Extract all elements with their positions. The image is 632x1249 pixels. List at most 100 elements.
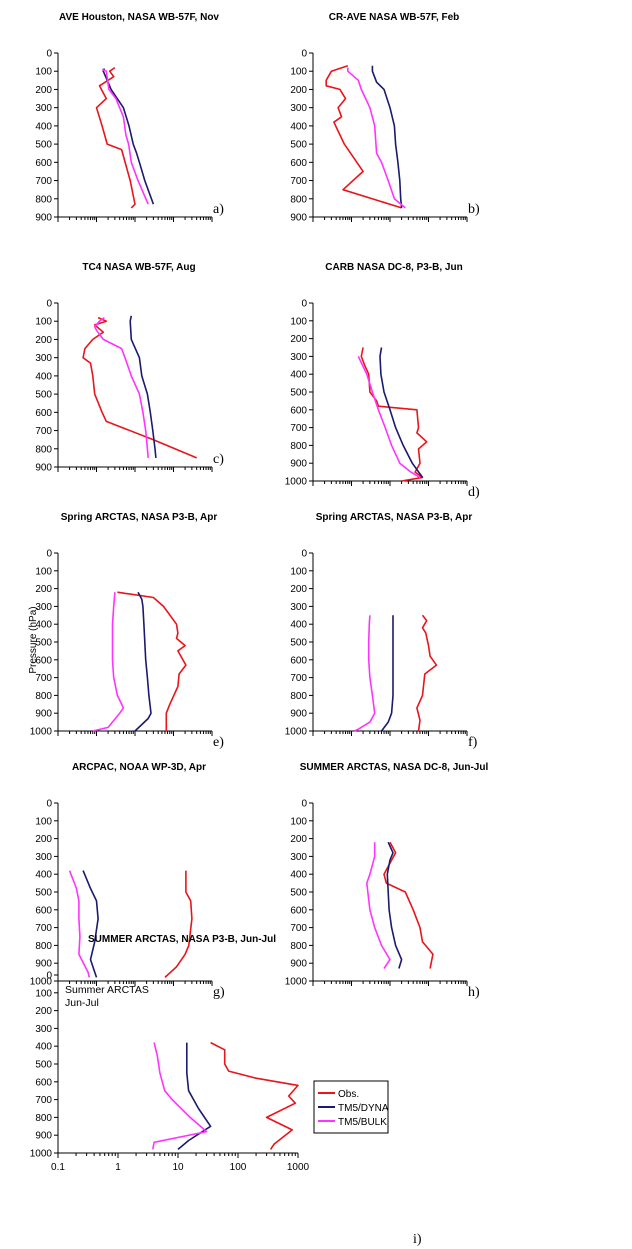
chart-panel-2: CR-AVE NASA WB-57F, Feb 0 100 200 300 400 500 6… xyxy=(290,12,480,224)
y-tick-label: 300 xyxy=(35,353,52,364)
series-line-tm5-dyna xyxy=(129,315,157,458)
y-tick-label: 400 xyxy=(290,370,307,381)
chart-panel-5: Spring ARCTAS, NASA P3-B, Apr 0 100 200 300 4… xyxy=(30,512,224,750)
series-line-tm5-bulk xyxy=(152,1042,208,1150)
y-tick-label: 200 xyxy=(290,334,307,345)
y-tick-label: 600 xyxy=(35,158,52,169)
panel-annotation-line-2: Jun-Jul xyxy=(65,997,99,1009)
y-tick-label: 600 xyxy=(35,905,52,916)
chart-panel-8: SUMMER ARCTAS, NASA DC-8, Jun-Jul 0 100 200… xyxy=(285,762,489,1000)
y-tick-label: 400 xyxy=(290,620,307,631)
y-tick-label: 400 xyxy=(35,371,52,382)
legend-label-tm5-bulk: TM5/BULK xyxy=(338,1117,387,1128)
y-tick-label: 500 xyxy=(35,140,52,151)
series-line-tm5-dyna xyxy=(380,615,394,732)
y-tick-label: 100 xyxy=(290,67,307,78)
y-tick-label: 900 xyxy=(35,959,52,970)
panel-label: e) xyxy=(213,735,224,750)
y-tick-label: 1000 xyxy=(30,1149,53,1160)
y-tick-label: 600 xyxy=(290,905,307,916)
y-tick-label: 700 xyxy=(290,176,307,187)
series-line-obs xyxy=(325,65,402,209)
y-tick-label: 800 xyxy=(290,691,307,702)
y-tick-label: 800 xyxy=(35,194,52,205)
y-tick-label: 300 xyxy=(35,602,52,613)
series-line-tm5-bulk xyxy=(101,68,149,205)
series-line-tm5-dyna xyxy=(177,1042,212,1151)
y-tick-label: 1000 xyxy=(285,727,308,738)
y-tick-label: 900 xyxy=(35,463,52,474)
y-tick-label: 200 xyxy=(35,85,52,96)
y-tick-label: 100 xyxy=(290,566,307,577)
series-line-obs xyxy=(117,591,187,731)
y-tick-label: 200 xyxy=(35,584,52,595)
panel-title: CARB NASA DC-8, P3-B, Jun xyxy=(325,262,462,273)
y-tick-label: 800 xyxy=(35,444,52,455)
series-line-tm5-dyna xyxy=(82,870,99,978)
y-tick-label: 900 xyxy=(35,213,52,224)
y-tick-label: 1000 xyxy=(285,477,308,488)
series-line-tm5-dyna xyxy=(134,591,152,732)
y-tick-label: 500 xyxy=(35,888,52,899)
y-tick-label: 0 xyxy=(46,971,52,982)
chart-panel-3: TC4 NASA WB-57F, Aug 0 100 200 300 400 500 600 7… xyxy=(35,262,224,474)
y-tick-label: 900 xyxy=(35,1131,52,1142)
y-tick-label: 200 xyxy=(35,1006,52,1017)
y-tick-label: 900 xyxy=(290,213,307,224)
y-tick-label: 100 xyxy=(35,816,52,827)
y-tick-label: 700 xyxy=(35,1095,52,1106)
y-tick-label: 800 xyxy=(290,194,307,205)
y-tick-label: 400 xyxy=(35,870,52,881)
y-tick-label: 700 xyxy=(35,176,52,187)
y-tick-label: 0 xyxy=(301,49,307,60)
y-tick-label: 900 xyxy=(290,709,307,720)
y-tick-label: 1000 xyxy=(30,727,53,738)
x-tick-label: 0.1 xyxy=(51,1162,65,1173)
chart-panel-6: Spring ARCTAS, NASA P3-B, Apr 0 100 200 300 4… xyxy=(285,512,478,750)
y-tick-label: 100 xyxy=(35,566,52,577)
legend: Obs. TM5/DYNA TM5/BULK xyxy=(313,1080,389,1134)
y-tick-label: 600 xyxy=(35,655,52,666)
y-axis-label: Pressure (hPa) xyxy=(28,606,39,673)
y-tick-label: 500 xyxy=(290,888,307,899)
y-tick-label: 600 xyxy=(35,408,52,419)
chart-panels: AVE Houston, NASA WB-57F, Nov01002003004… xyxy=(30,12,489,1247)
y-tick-label: 300 xyxy=(35,852,52,863)
y-tick-label: 800 xyxy=(35,941,52,952)
series-line-tm5-bulk xyxy=(68,870,91,978)
series-line-obs xyxy=(416,614,438,732)
y-tick-label: 700 xyxy=(35,923,52,934)
y-tick-label: 600 xyxy=(35,1077,52,1088)
y-tick-label: 0 xyxy=(46,49,52,60)
legend-label-obs: Obs. xyxy=(338,1089,359,1100)
y-tick-label: 800 xyxy=(35,691,52,702)
panel-label: a) xyxy=(213,202,224,217)
y-tick-label: 0 xyxy=(301,799,307,810)
y-tick-label: 0 xyxy=(301,549,307,560)
series-line-obs xyxy=(82,316,198,459)
y-tick-label: 400 xyxy=(290,870,307,881)
y-tick-label: 700 xyxy=(35,426,52,437)
y-tick-label: 900 xyxy=(290,959,307,970)
series-line-tm5-dyna xyxy=(386,841,403,969)
y-tick-label: 0 xyxy=(46,299,52,310)
series-line-obs xyxy=(210,1041,299,1150)
y-tick-label: 200 xyxy=(290,85,307,96)
y-tick-label: 200 xyxy=(290,834,307,845)
y-tick-label: 700 xyxy=(290,923,307,934)
x-tick-label: 100 xyxy=(230,1162,247,1173)
series-line-tm5-bulk xyxy=(93,316,149,458)
y-tick-label: 0 xyxy=(301,299,307,310)
x-tick-label: 1 xyxy=(115,1162,121,1173)
series-line-tm5-bulk xyxy=(354,615,376,732)
panel-label: g) xyxy=(213,985,225,1000)
y-tick-label: 600 xyxy=(290,405,307,416)
chart-panel-1: AVE Houston, NASA WB-57F, Nov 0 100 200 300 4… xyxy=(35,12,224,224)
panel-label: i) xyxy=(413,1232,422,1247)
y-tick-label: 300 xyxy=(290,602,307,613)
y-tick-label: 500 xyxy=(290,140,307,151)
y-tick-label: 100 xyxy=(290,816,307,827)
panel-title: SUMMER ARCTAS, NASA DC-8, Jun-Jul xyxy=(300,762,489,773)
y-tick-label: 1000 xyxy=(285,977,308,988)
y-tick-label: 300 xyxy=(35,1024,52,1035)
